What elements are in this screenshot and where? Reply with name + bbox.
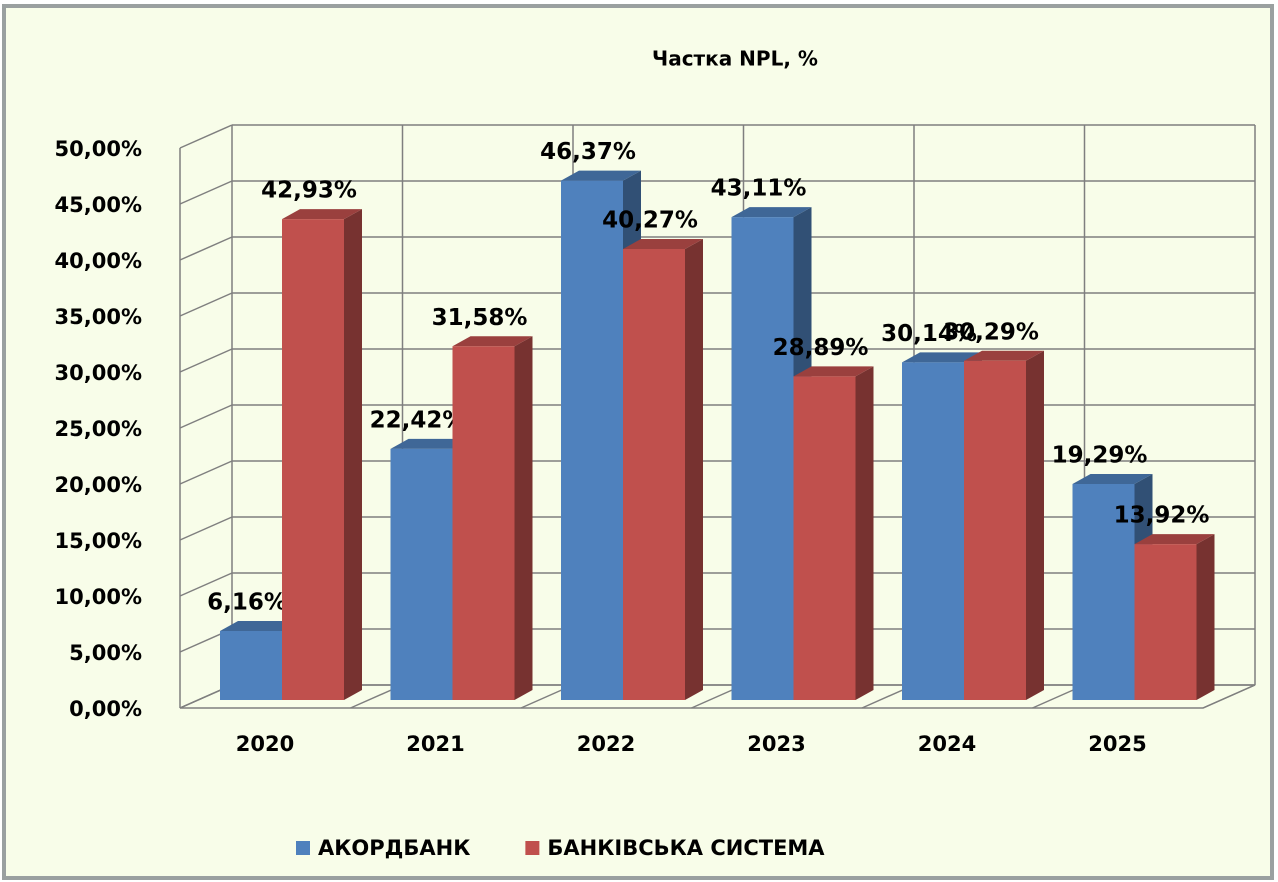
value-label: 31,58% <box>432 305 528 331</box>
y-tick-label: 25,00% <box>55 417 142 441</box>
bar-face <box>1196 534 1215 700</box>
x-tick-label: 2021 <box>406 732 464 756</box>
bar <box>1134 534 1215 700</box>
bar-face <box>282 209 362 220</box>
y-tick-label: 35,00% <box>55 305 142 329</box>
bar-face <box>793 376 856 700</box>
value-label: 19,29% <box>1052 442 1148 468</box>
side-grid-line <box>179 292 233 317</box>
x-tick-label: 2020 <box>236 732 294 756</box>
x-tick-label: 2023 <box>747 732 805 756</box>
x-tick-label: 2024 <box>918 732 976 756</box>
side-grid-line <box>179 572 233 597</box>
legend-label: БАНКІВСЬКА СИСТЕМА <box>547 836 825 860</box>
value-label: 13,92% <box>1114 503 1210 529</box>
value-label: 30,29% <box>943 319 1039 345</box>
bar-face <box>452 346 515 700</box>
value-label: 28,89% <box>773 335 869 361</box>
y-tick-label: 20,00% <box>55 473 142 497</box>
y-tick-label: 50,00% <box>55 137 142 161</box>
value-label: 6,16% <box>207 590 287 616</box>
chart-title: Частка NPL, % <box>652 47 818 71</box>
bar-face <box>282 219 344 700</box>
value-label: 30,14% <box>881 321 977 347</box>
bar-face <box>561 180 623 700</box>
bar-face <box>731 217 794 700</box>
bar-face <box>731 207 812 218</box>
side-grid-line <box>179 348 233 373</box>
legend-label: АКОРДБАНК <box>318 836 470 860</box>
y-tick-label: 0,00% <box>69 697 142 721</box>
bar-face <box>964 360 1026 700</box>
x-tick-label: 2025 <box>1088 732 1146 756</box>
bar-face <box>1134 544 1197 700</box>
y-tick-label: 5,00% <box>69 641 142 665</box>
bar-face <box>220 631 282 700</box>
side-grid-line <box>179 124 233 149</box>
bar-face <box>623 248 685 700</box>
bar-face <box>1026 350 1044 700</box>
y-tick-label: 15,00% <box>55 529 142 553</box>
side-grid-line <box>179 516 233 541</box>
bar-face <box>220 621 300 632</box>
legend-swatch <box>525 841 540 855</box>
legend-swatch <box>296 841 310 855</box>
y-tick-label: 30,00% <box>55 361 142 385</box>
bar-face <box>902 362 964 700</box>
x-tick-label: 2022 <box>577 732 635 756</box>
floor-line <box>1202 684 1256 709</box>
bar-face <box>623 238 703 249</box>
bar-face <box>685 238 703 700</box>
bar <box>964 350 1044 700</box>
bar <box>282 209 362 700</box>
bar-face <box>964 350 1044 361</box>
value-label: 42,93% <box>261 178 357 204</box>
bar <box>623 238 703 700</box>
bar-face <box>1072 473 1153 484</box>
bar <box>793 366 874 700</box>
bar-face <box>1072 483 1135 700</box>
side-grid-line <box>179 180 233 205</box>
bar-face <box>1134 534 1215 545</box>
value-label: 46,37% <box>540 139 636 165</box>
side-grid-line <box>179 236 233 261</box>
bar-face <box>855 366 874 700</box>
bar-face <box>452 336 533 347</box>
bar <box>452 336 533 700</box>
bar-face <box>390 448 453 700</box>
bar-face <box>561 170 641 181</box>
bar-face <box>390 438 471 449</box>
bar-face <box>793 366 874 377</box>
value-label: 43,11% <box>711 176 807 202</box>
side-grid-line <box>179 460 233 485</box>
value-label: 22,42% <box>370 407 466 433</box>
y-tick-label: 40,00% <box>55 249 142 273</box>
value-label: 40,27% <box>602 207 698 233</box>
side-grid-line <box>179 404 233 429</box>
bar-face <box>902 352 982 363</box>
y-tick-label: 45,00% <box>55 193 142 217</box>
y-tick-label: 10,00% <box>55 585 142 609</box>
bar-face <box>514 336 533 700</box>
bar-face <box>344 209 362 700</box>
